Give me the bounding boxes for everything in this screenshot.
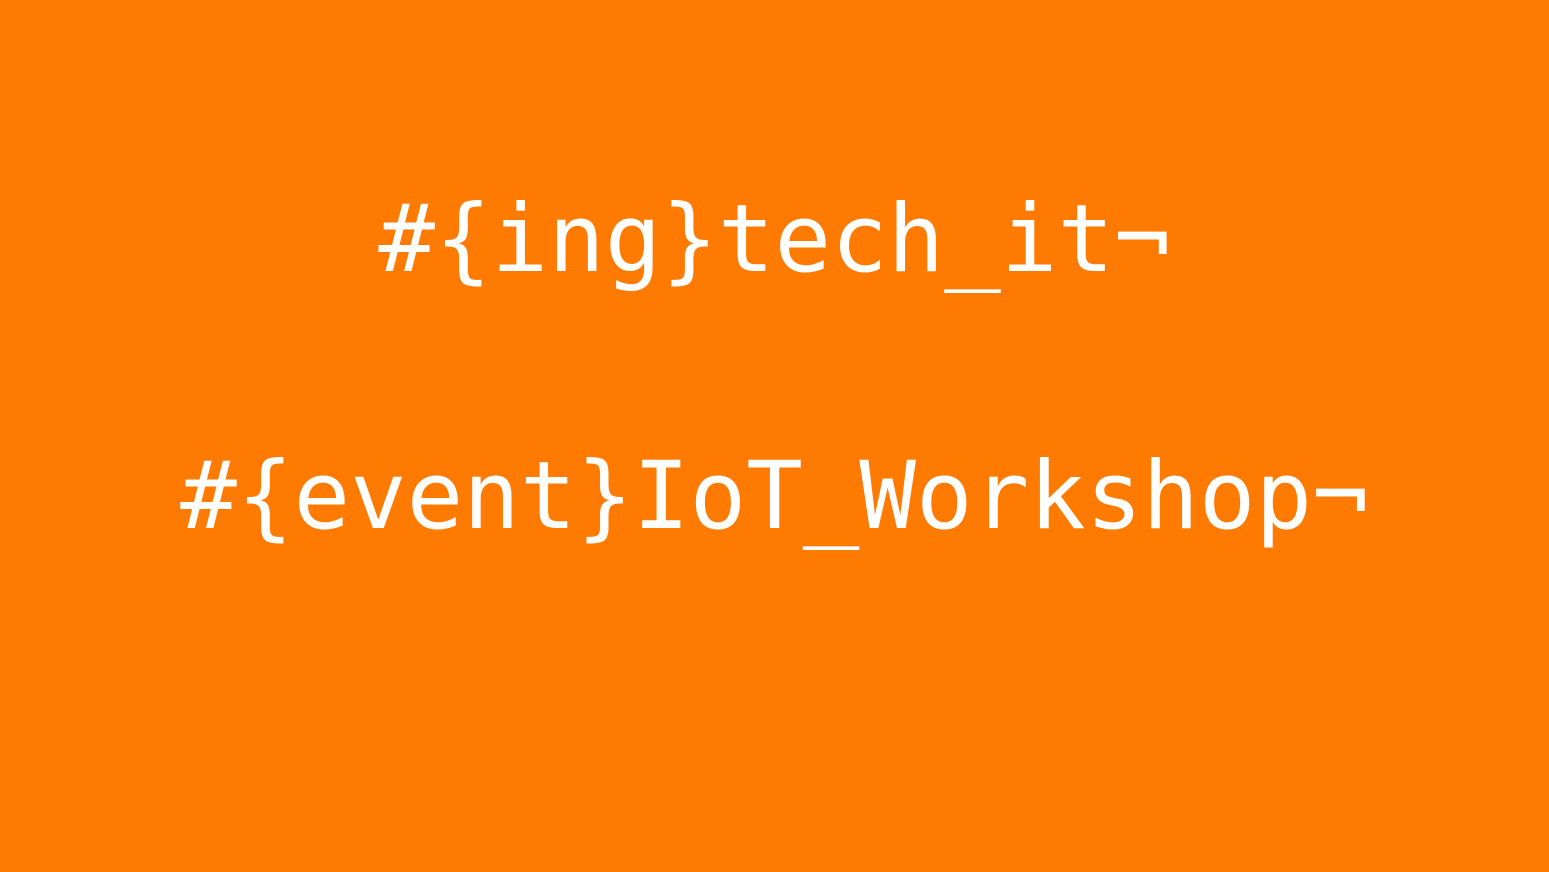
- title-line-1: #{ing}tech_it¬: [378, 185, 1171, 294]
- title-line-2: #{event}IoT_Workshop¬: [180, 442, 1369, 551]
